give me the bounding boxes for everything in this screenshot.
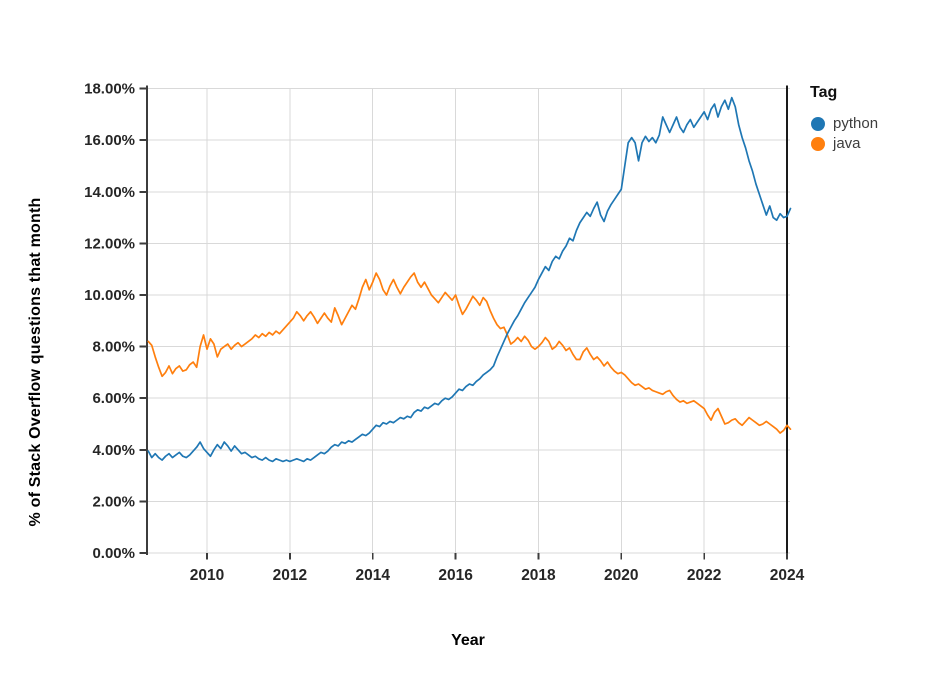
java-series-line (147, 272, 792, 434)
legend-item-java: java (802, 134, 878, 154)
y-tick-label: 6.00% (92, 390, 135, 407)
legend-label-java: java (833, 135, 861, 152)
y-tick-label: 16.00% (84, 132, 135, 149)
x-axis-title: Year (451, 632, 485, 649)
y-tick-label: 4.00% (92, 442, 135, 459)
y-tick-label: 12.00% (84, 235, 135, 252)
legend-title: Tag (810, 84, 838, 101)
x-tick-label: 2014 (355, 567, 390, 584)
legend: Tag python java (802, 84, 878, 154)
y-tick-label: 0.00% (92, 545, 135, 562)
y-tick-label: 10.00% (84, 287, 135, 304)
legend-label-python: python (833, 115, 879, 132)
y-tick-label: 18.00% (84, 81, 135, 98)
python-series-line (147, 96, 792, 463)
x-tick-label: 2020 (604, 567, 638, 584)
y-tick-label: 2.00% (92, 493, 135, 510)
x-tick-label: 2018 (521, 567, 556, 584)
python-series-dot-icon (811, 117, 825, 131)
x-tick-label: 2012 (273, 567, 307, 584)
x-tick-label: 2016 (438, 567, 473, 584)
x-tick-label: 2022 (687, 567, 721, 584)
legend-item-python: python (802, 114, 878, 134)
java-series-dot-icon (811, 137, 825, 151)
x-tick-label: 2010 (190, 567, 224, 584)
x-tick-label: 2024 (770, 567, 805, 584)
y-tick-label: 14.00% (84, 184, 135, 201)
y-tick-label: 8.00% (92, 339, 135, 356)
y-axis-title: % of Stack Overflow questions that month (27, 197, 44, 527)
